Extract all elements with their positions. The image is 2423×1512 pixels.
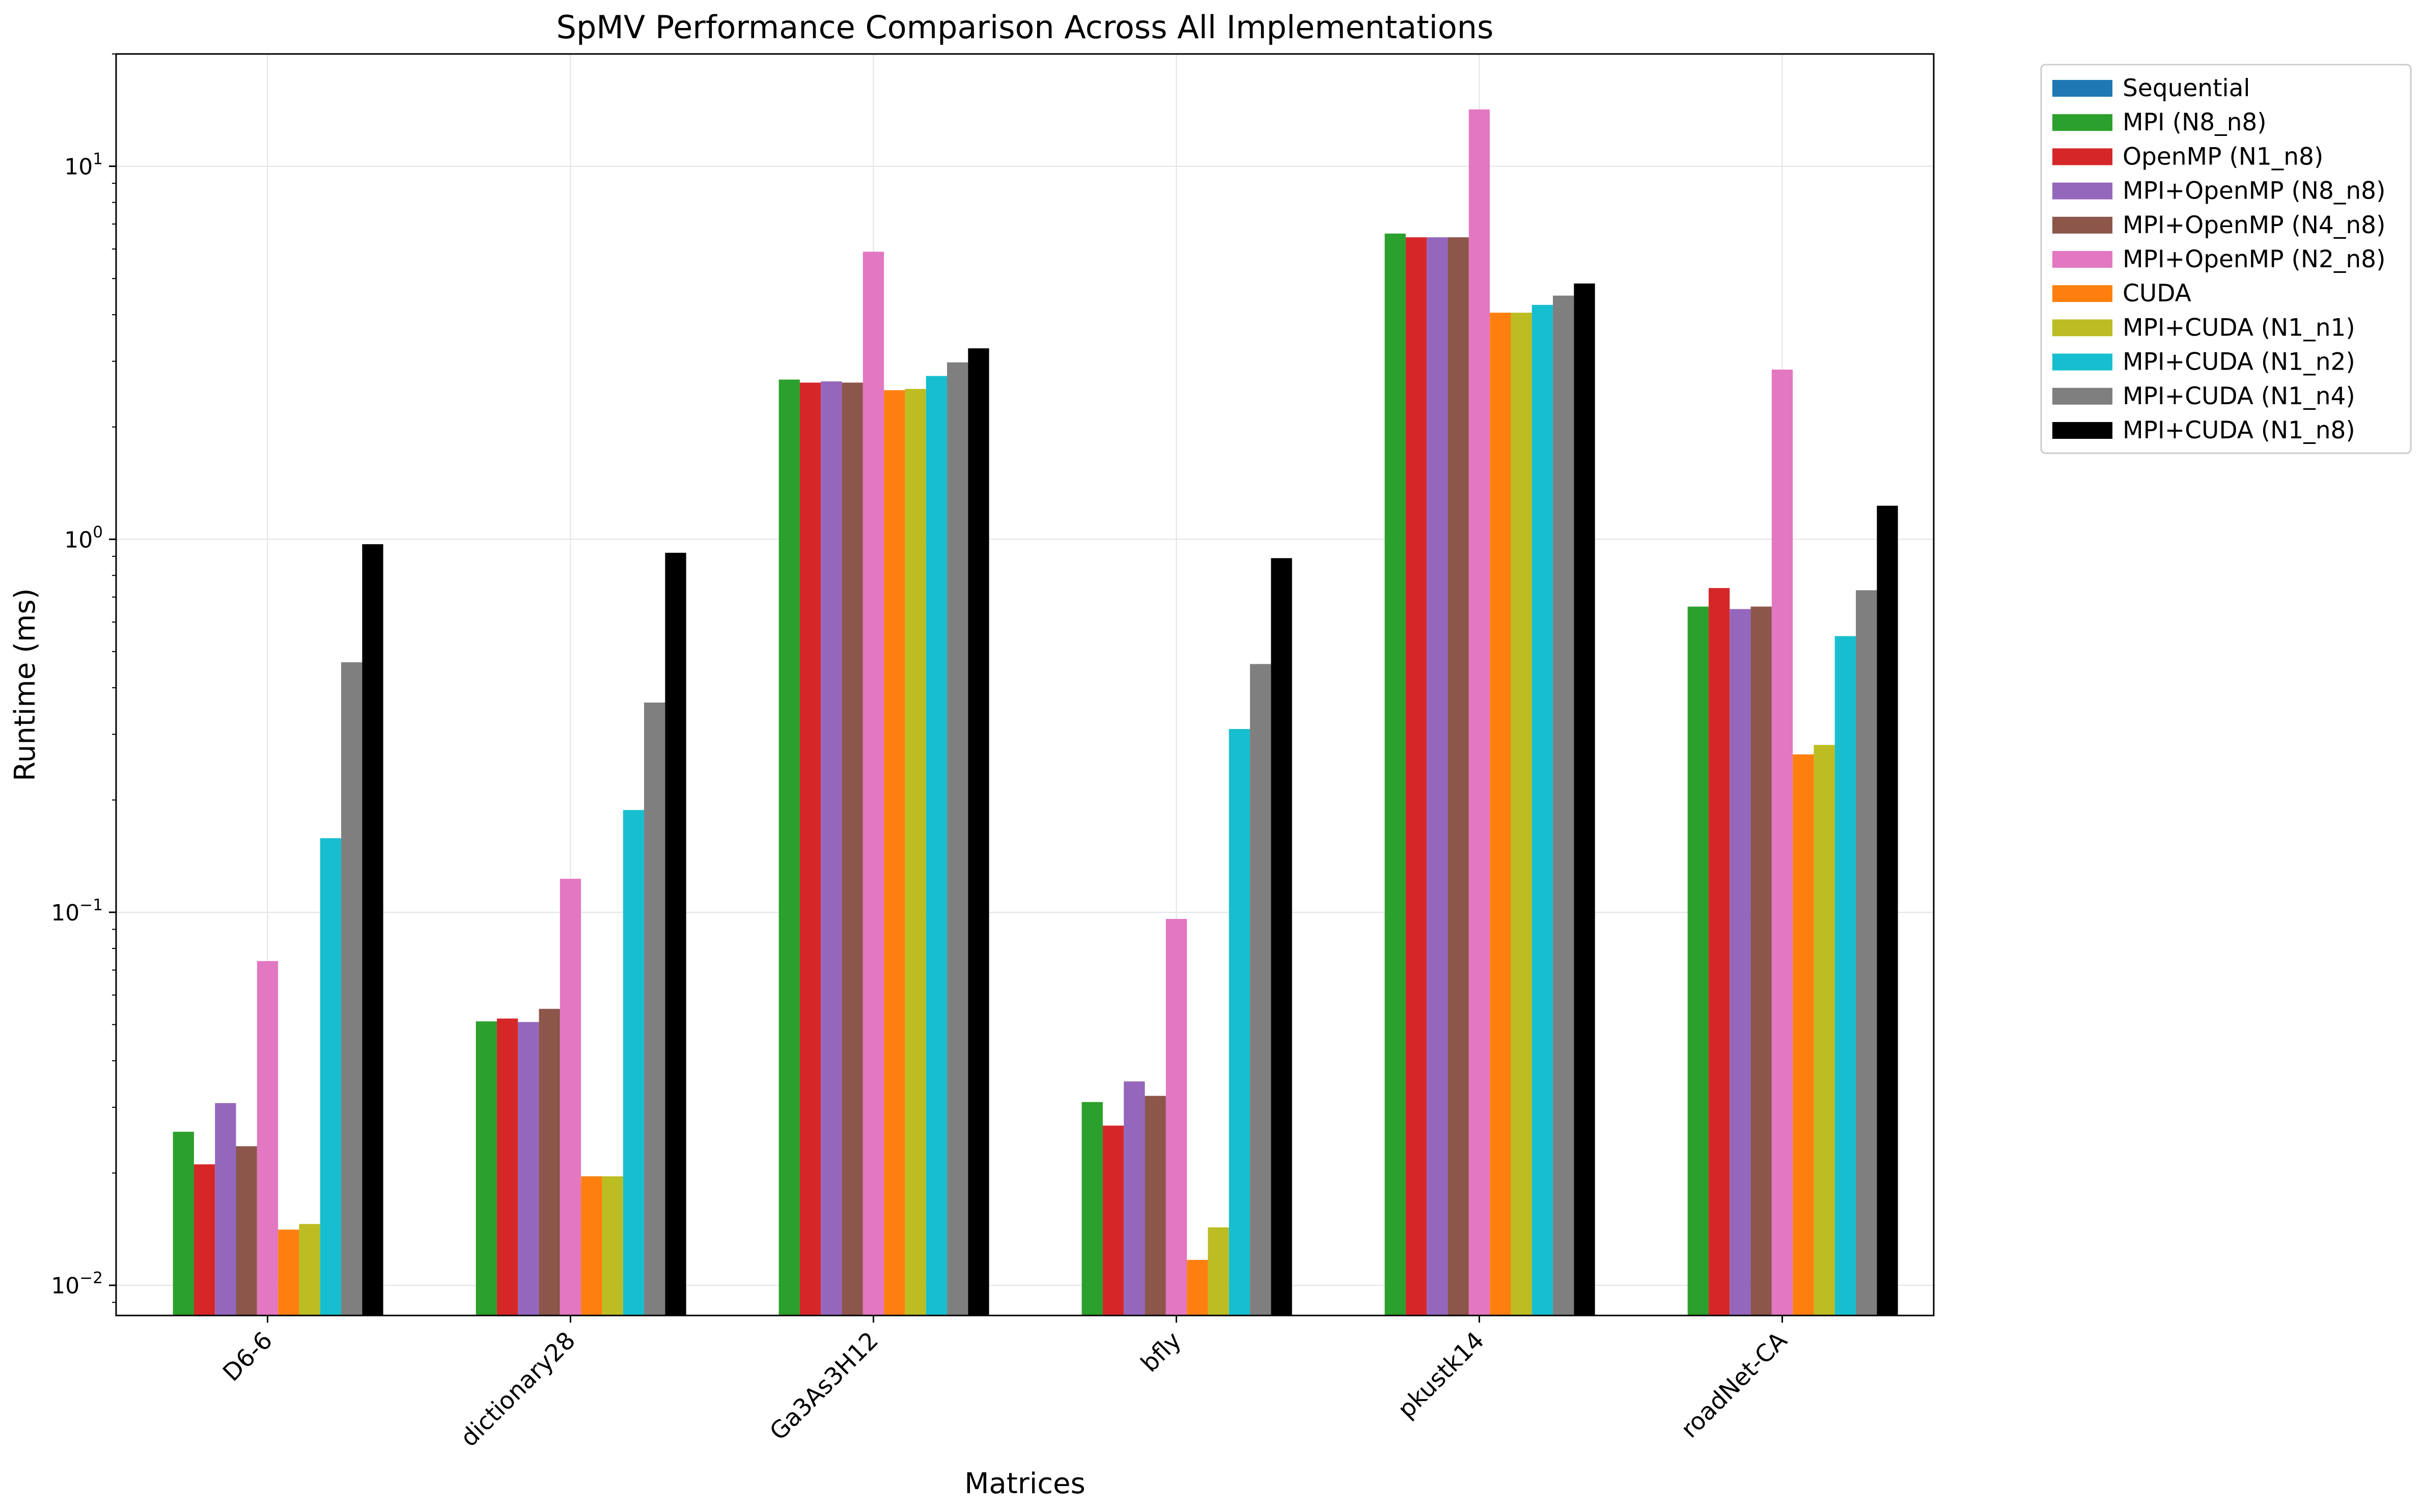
bar <box>602 1176 623 1315</box>
bar <box>821 381 842 1315</box>
bar <box>1511 313 1532 1315</box>
legend-swatch <box>2052 216 2112 234</box>
legend-label: MPI+OpenMP (N4_n8) <box>2123 211 2385 239</box>
bar <box>1229 729 1250 1315</box>
legend-swatch <box>2052 319 2112 337</box>
bar <box>215 1103 236 1315</box>
bar <box>1574 283 1595 1315</box>
legend-label: MPI+CUDA (N1_n1) <box>2123 314 2355 342</box>
bar <box>193 1164 215 1315</box>
bar <box>1814 745 1835 1315</box>
bar <box>1468 109 1490 1316</box>
bar <box>476 1021 497 1315</box>
bar <box>905 388 926 1315</box>
bar <box>257 961 278 1315</box>
legend-box <box>2040 64 2412 454</box>
bar <box>862 251 884 1316</box>
plot-frame <box>115 53 1935 1317</box>
bar <box>778 379 800 1316</box>
bar <box>1856 590 1877 1315</box>
legend-label: OpenMP (N1_n8) <box>2123 143 2323 171</box>
legend-label: Sequential <box>2123 74 2250 102</box>
bar <box>926 376 948 1315</box>
bar <box>644 702 665 1315</box>
bar <box>320 838 342 1315</box>
legend-label: MPI+OpenMP (N2_n8) <box>2123 245 2385 273</box>
bar <box>1165 918 1187 1315</box>
bar <box>884 390 905 1315</box>
bar <box>362 544 383 1315</box>
x-axis-label: Matrices <box>964 1467 1085 1500</box>
bar <box>341 662 363 1315</box>
bar <box>1102 1126 1124 1315</box>
bar <box>236 1146 257 1315</box>
bar <box>1771 370 1793 1316</box>
legend-swatch <box>2052 353 2112 371</box>
bar <box>1730 609 1751 1315</box>
legend-swatch <box>2052 387 2112 405</box>
bar <box>1187 1259 1208 1315</box>
bar <box>623 810 645 1315</box>
legend-swatch <box>2052 114 2112 131</box>
legend-swatch <box>2052 422 2112 439</box>
bar <box>1405 237 1427 1315</box>
bar <box>947 362 968 1315</box>
legend-label: MPI (N8_n8) <box>2123 108 2267 136</box>
bar <box>1124 1081 1145 1315</box>
bar <box>1427 237 1448 1315</box>
bar <box>1490 313 1511 1315</box>
bar <box>665 552 686 1315</box>
bar <box>1384 233 1406 1316</box>
bar <box>518 1022 539 1315</box>
legend-label: MPI+CUDA (N1_n2) <box>2123 348 2355 376</box>
bars <box>173 109 1898 1316</box>
legend: Sequential MPI (N8_n8) OpenMP (N1_n8) MPI+O… <box>2040 64 2412 454</box>
bar <box>278 1229 299 1315</box>
bar <box>1687 606 1709 1315</box>
legend-label: MPI+OpenMP (N8_n8) <box>2123 177 2385 205</box>
bar <box>1877 506 1898 1315</box>
bar <box>1145 1096 1166 1315</box>
legend-label: CUDA <box>2123 279 2191 307</box>
bar <box>1750 606 1772 1315</box>
bar <box>1553 295 1574 1315</box>
legend-swatch <box>2052 251 2112 268</box>
bar <box>1250 664 1271 1315</box>
y-axis-label: Runtime (ms) <box>9 588 42 781</box>
bar <box>1834 636 1856 1315</box>
legend-swatch <box>2052 285 2112 302</box>
bar <box>1793 754 1814 1315</box>
legend-swatch <box>2052 80 2112 97</box>
chart-title: SpMV Performance Comparison Across All I… <box>556 9 1494 46</box>
legend-swatch <box>2052 148 2112 165</box>
legend-swatch <box>2052 182 2112 200</box>
bar <box>1447 237 1469 1315</box>
bar <box>1708 588 1730 1315</box>
bar <box>968 348 989 1315</box>
bar <box>799 382 821 1316</box>
bar <box>1531 304 1553 1316</box>
legend-label: MPI+CUDA (N1_n4) <box>2123 382 2355 410</box>
bar <box>496 1018 518 1315</box>
bar <box>173 1132 194 1315</box>
bar <box>1271 558 1292 1315</box>
bar <box>539 1009 560 1315</box>
bar <box>1208 1227 1229 1315</box>
bar <box>842 382 863 1316</box>
bar <box>299 1224 320 1315</box>
bar <box>581 1176 602 1315</box>
legend-label: MPI+CUDA (N1_n8) <box>2123 416 2355 444</box>
bar <box>1081 1102 1103 1315</box>
bar <box>560 879 581 1315</box>
